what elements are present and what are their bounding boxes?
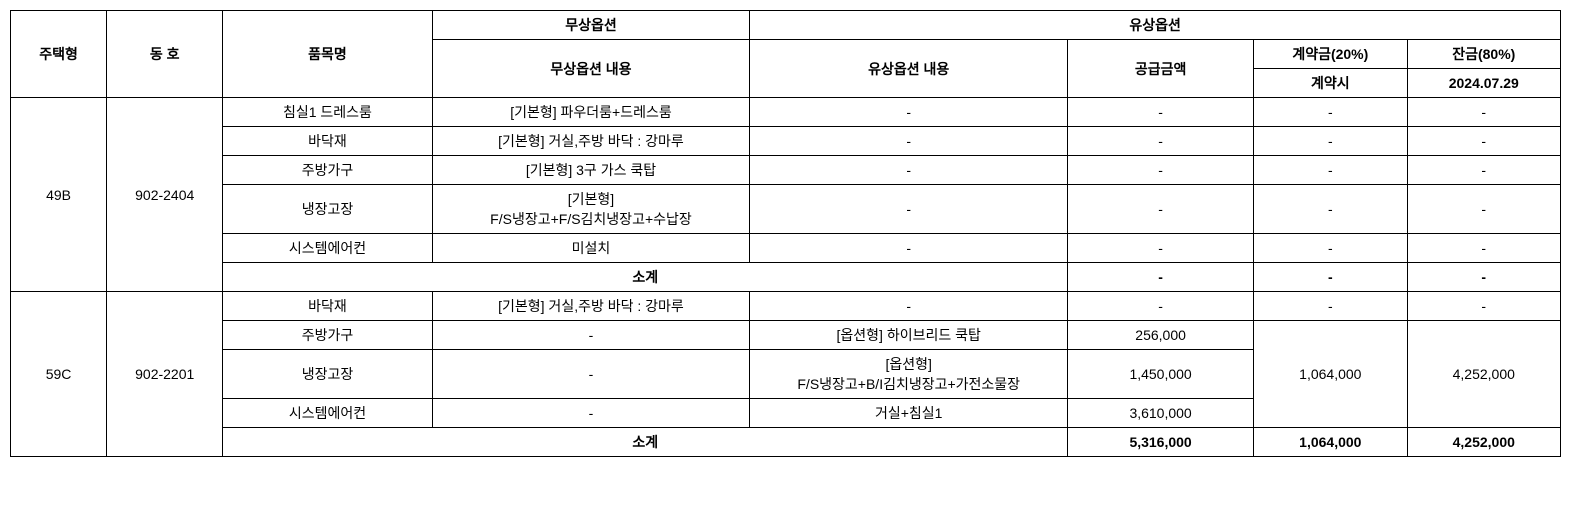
header-item-name: 품목명 bbox=[223, 11, 432, 98]
header-free-content: 무상옵션 내용 bbox=[432, 40, 750, 98]
cell-paid-option: [옵션형]F/S냉장고+B/I김치냉장고+가전소물장 bbox=[750, 350, 1068, 399]
cell-contract: - bbox=[1254, 98, 1407, 127]
table-row: 49B902-2404침실1 드레스룸[기본형] 파우더룸+드레스룸---- bbox=[11, 98, 1561, 127]
table-row: 시스템에어컨미설치---- bbox=[11, 234, 1561, 263]
header-balance-date: 2024.07.29 bbox=[1407, 69, 1560, 98]
header-paid-option: 유상옵션 bbox=[750, 11, 1561, 40]
cell-supply: - bbox=[1068, 156, 1254, 185]
cell-paid-option: - bbox=[750, 234, 1068, 263]
cell-subtotal-supply: - bbox=[1068, 263, 1254, 292]
cell-item: 시스템에어컨 bbox=[223, 399, 432, 428]
cell-paid-option: [옵션형] 하이브리드 쿡탑 bbox=[750, 321, 1068, 350]
cell-balance: - bbox=[1407, 98, 1560, 127]
header-supply-amount: 공급금액 bbox=[1068, 40, 1254, 98]
cell-supply: - bbox=[1068, 185, 1254, 234]
cell-free-option: [기본형] 거실,주방 바닥 : 강마루 bbox=[432, 127, 750, 156]
cell-dong-ho: 902-2201 bbox=[107, 292, 223, 457]
cell-subtotal-balance: 4,252,000 bbox=[1407, 428, 1560, 457]
cell-item: 바닥재 bbox=[223, 127, 432, 156]
subtotal-row: 소계5,316,0001,064,0004,252,000 bbox=[11, 428, 1561, 457]
cell-supply: - bbox=[1068, 292, 1254, 321]
cell-free-option: - bbox=[432, 350, 750, 399]
cell-balance: - bbox=[1407, 185, 1560, 234]
cell-contract: - bbox=[1254, 234, 1407, 263]
cell-item: 냉장고장 bbox=[223, 185, 432, 234]
subtotal-row: 소계--- bbox=[11, 263, 1561, 292]
header-paid-content: 유상옵션 내용 bbox=[750, 40, 1068, 98]
header-balance-80: 잔금(80%) bbox=[1407, 40, 1560, 69]
cell-contract: - bbox=[1254, 185, 1407, 234]
cell-balance: - bbox=[1407, 234, 1560, 263]
cell-item: 침실1 드레스룸 bbox=[223, 98, 432, 127]
cell-subtotal-contract: 1,064,000 bbox=[1254, 428, 1407, 457]
cell-free-option: [기본형] 파우더룸+드레스룸 bbox=[432, 98, 750, 127]
cell-paid-option: 거실+침실1 bbox=[750, 399, 1068, 428]
cell-item: 시스템에어컨 bbox=[223, 234, 432, 263]
cell-supply: 256,000 bbox=[1068, 321, 1254, 350]
cell-item: 주방가구 bbox=[223, 156, 432, 185]
cell-subtotal-label: 소계 bbox=[223, 428, 1068, 457]
cell-paid-option: - bbox=[750, 156, 1068, 185]
cell-free-option: - bbox=[432, 399, 750, 428]
table-row: 냉장고장[기본형]F/S냉장고+F/S김치냉장고+수납장---- bbox=[11, 185, 1561, 234]
table-row: 주방가구-[옵션형] 하이브리드 쿡탑256,0001,064,0004,252… bbox=[11, 321, 1561, 350]
cell-free-option: [기본형]F/S냉장고+F/S김치냉장고+수납장 bbox=[432, 185, 750, 234]
cell-housing-type: 49B bbox=[11, 98, 107, 292]
table-header: 주택형 동 호 품목명 무상옵션 유상옵션 무상옵션 내용 유상옵션 내용 공급… bbox=[11, 11, 1561, 98]
cell-subtotal-contract: - bbox=[1254, 263, 1407, 292]
header-at-contract: 계약시 bbox=[1254, 69, 1407, 98]
cell-item: 바닥재 bbox=[223, 292, 432, 321]
cell-paid-option: - bbox=[750, 98, 1068, 127]
cell-free-option: - bbox=[432, 321, 750, 350]
cell-supply: 1,450,000 bbox=[1068, 350, 1254, 399]
header-dong-ho: 동 호 bbox=[107, 11, 223, 98]
cell-housing-type: 59C bbox=[11, 292, 107, 457]
cell-balance: - bbox=[1407, 127, 1560, 156]
cell-contract: - bbox=[1254, 292, 1407, 321]
cell-balance: - bbox=[1407, 156, 1560, 185]
table-row: 주방가구[기본형] 3구 가스 쿡탑---- bbox=[11, 156, 1561, 185]
cell-free-option: [기본형] 3구 가스 쿡탑 bbox=[432, 156, 750, 185]
cell-subtotal-balance: - bbox=[1407, 263, 1560, 292]
cell-free-option: [기본형] 거실,주방 바닥 : 강마루 bbox=[432, 292, 750, 321]
cell-supply: - bbox=[1068, 234, 1254, 263]
table-row: 59C902-2201바닥재[기본형] 거실,주방 바닥 : 강마루---- bbox=[11, 292, 1561, 321]
cell-balance-merged: 4,252,000 bbox=[1407, 321, 1560, 428]
cell-contract: - bbox=[1254, 127, 1407, 156]
cell-dong-ho: 902-2404 bbox=[107, 98, 223, 292]
table-body: 49B902-2404침실1 드레스룸[기본형] 파우더룸+드레스룸----바닥… bbox=[11, 98, 1561, 457]
cell-subtotal-label: 소계 bbox=[223, 263, 1068, 292]
header-contract-20: 계약금(20%) bbox=[1254, 40, 1407, 69]
cell-contract: - bbox=[1254, 156, 1407, 185]
cell-supply: 3,610,000 bbox=[1068, 399, 1254, 428]
cell-paid-option: - bbox=[750, 185, 1068, 234]
cell-supply: - bbox=[1068, 98, 1254, 127]
options-table: 주택형 동 호 품목명 무상옵션 유상옵션 무상옵션 내용 유상옵션 내용 공급… bbox=[10, 10, 1561, 457]
table-row: 바닥재[기본형] 거실,주방 바닥 : 강마루---- bbox=[11, 127, 1561, 156]
cell-paid-option: - bbox=[750, 292, 1068, 321]
cell-balance: - bbox=[1407, 292, 1560, 321]
header-free-option: 무상옵션 bbox=[432, 11, 750, 40]
cell-paid-option: - bbox=[750, 127, 1068, 156]
cell-free-option: 미설치 bbox=[432, 234, 750, 263]
cell-item: 주방가구 bbox=[223, 321, 432, 350]
cell-supply: - bbox=[1068, 127, 1254, 156]
cell-contract-merged: 1,064,000 bbox=[1254, 321, 1407, 428]
header-housing-type: 주택형 bbox=[11, 11, 107, 98]
cell-subtotal-supply: 5,316,000 bbox=[1068, 428, 1254, 457]
cell-item: 냉장고장 bbox=[223, 350, 432, 399]
